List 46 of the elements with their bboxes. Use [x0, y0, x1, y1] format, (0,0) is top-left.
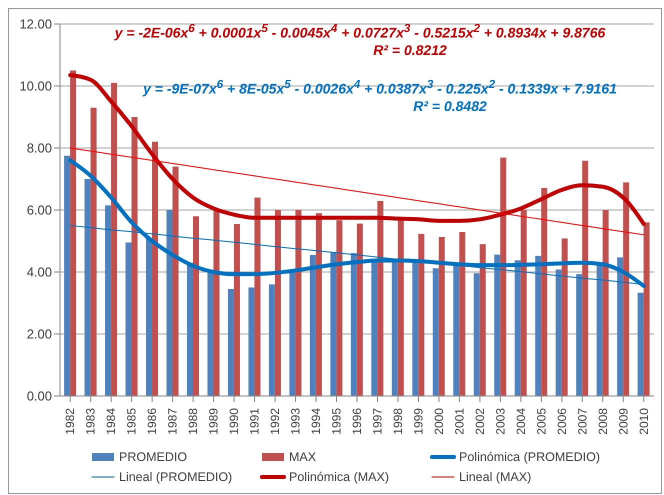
x-tick-label: 1985 [124, 408, 139, 435]
x-tick-label: 2008 [596, 408, 610, 435]
y-tick-label: 2.00 [26, 326, 52, 342]
x-tick-label: 2005 [534, 408, 548, 435]
x-tick-label: 1990 [227, 408, 242, 435]
x-tick-label: 1983 [84, 408, 98, 435]
x-tick-label: 1994 [309, 408, 324, 435]
x-tick-label: 1986 [145, 408, 160, 435]
x-tick-label: 1993 [288, 408, 303, 435]
legend-label: Lineal (MAX) [459, 470, 532, 484]
text: y = -2E-06x$^{6}$ + 0.0001x$^{5}$ - 0.0045x$^{4}$ + 0.0727x$^{3}$ - 0.5215x$^{2}$ + 0.8934x + 9.8766 [114, 22, 606, 41]
x-tick-label: 2000 [432, 408, 446, 435]
x-tick-label: 2002 [472, 408, 487, 435]
legend-label: MAX [289, 450, 316, 464]
annotation: R² = 0.8212 [372, 42, 448, 58]
legend-label: Lineal (PROMEDIO) [119, 470, 232, 484]
y-tick-label: 4.00 [26, 264, 52, 280]
x-tick-label: 1998 [390, 408, 405, 435]
y-tick-label: 8.00 [26, 140, 52, 156]
legend-label: Polinómica (PROMEDIO) [459, 450, 600, 464]
x-tick-label: 1992 [268, 408, 282, 435]
x-tick-label: 1988 [186, 408, 200, 435]
x-tick-label: 1982 [63, 408, 78, 435]
text: y = -9E-07x$^{6}$ + 8E-05x$^{5}$ - 0.0026x$^{4}$ + 0.0387x$^{3}$ - 0.225x$^{2}$ - 0.1339x + 7.9161 [143, 78, 617, 97]
y-tick-label: 0.00 [26, 388, 52, 404]
annotation: R² = 0.8482 [412, 98, 488, 114]
x-tick-label: 2004 [514, 408, 528, 435]
x-tick-label: 1996 [350, 408, 364, 435]
x-tick-label: 2001 [452, 408, 466, 435]
x-tick-label: 1995 [330, 408, 344, 435]
x-tick-label: 2003 [493, 408, 508, 435]
x-tick-label: 1984 [104, 408, 118, 435]
x-tick-label: 2009 [616, 408, 630, 435]
x-tick-label: 1997 [370, 408, 384, 435]
x-tick-label: 2006 [554, 408, 569, 435]
y-tick-label: 6.00 [26, 202, 52, 218]
x-tick-label: 1989 [206, 408, 221, 435]
legend-label: Polinómica (MAX) [289, 470, 390, 484]
x-tick-label: 1991 [248, 408, 262, 435]
x-tick-label: 2007 [575, 408, 590, 435]
x-tick-label: 2010 [636, 408, 651, 435]
x-tick-label: 1987 [166, 408, 180, 435]
legend-label: PROMEDIO [119, 450, 188, 464]
y-tick-label: 10.00 [19, 78, 52, 94]
x-tick-label: 1999 [411, 408, 426, 435]
y-tick-label: 12.00 [19, 16, 52, 32]
